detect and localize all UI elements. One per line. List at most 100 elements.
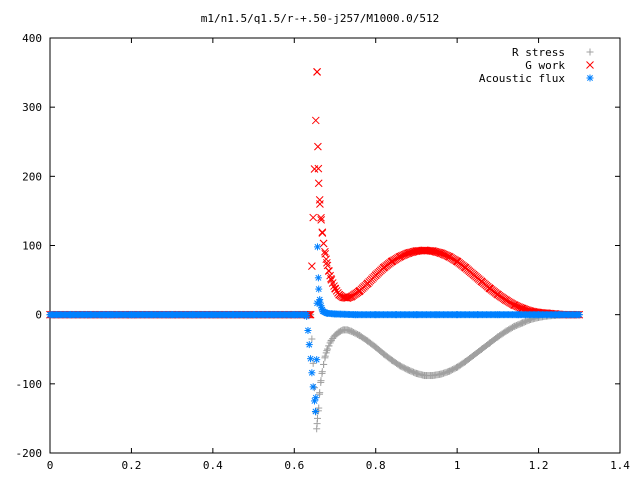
g-work-point [314,179,323,188]
r-stress-point [469,351,477,359]
acoustic-flux-point [107,311,115,319]
acoustic-flux-point [351,311,359,319]
g-work-point [314,142,322,151]
r-stress-point [421,372,429,380]
x-tick-label: 0.2 [121,459,141,472]
g-work-point [518,304,527,313]
g-work-point [323,258,331,267]
r-stress-point [396,362,404,370]
acoustic-flux-point [307,355,315,363]
g-work-point [388,257,396,266]
acoustic-flux-point [303,311,310,319]
g-work-point [363,279,372,288]
acoustic-flux-point [229,311,237,319]
acoustic-flux-point [412,311,420,319]
y-tick-label: -100 [16,378,43,391]
legend-label: R stress [512,46,565,59]
g-work-point [308,262,316,270]
g-work-point [345,293,354,302]
plot-frame [49,37,621,454]
r-stress-point [313,414,321,422]
acoustic-flux-point [309,383,317,391]
acoustic-flux-point [314,274,322,282]
chart-title: m1/n1.5/q1.5/r-+.50-j257/M1000.0/512 [201,12,439,25]
data-marks [46,68,584,433]
g-work-point [440,250,449,259]
g-work-point [321,247,329,256]
g-work-point [445,252,453,261]
acoustic-flux-point [270,311,278,319]
legend-label: G work [525,59,565,72]
acoustic-flux-point [304,327,312,335]
acoustic-flux-point [323,309,331,317]
r-stress-point [315,404,323,412]
g-work-point [502,296,510,304]
r-stress-point [313,425,321,433]
g-work-point [326,271,334,280]
g-work-point [485,284,494,293]
g-work-point [347,292,356,301]
x-tick-label: 0 [47,459,54,472]
g-work-point [469,270,478,279]
acoustic-flux-point [494,311,502,319]
g-work-point [428,247,437,255]
g-work-point [400,250,409,259]
r-stress-point [335,328,343,336]
g-work-point [396,252,404,261]
acoustic-flux-point [46,311,54,319]
y-tick-label: 100 [22,240,42,253]
r-stress-point [502,327,510,335]
x-tick-label: 1.2 [529,459,549,472]
r-stress-point [494,333,502,341]
r-stress-point [317,378,325,386]
r-stress-point [320,360,328,368]
axes: 0 0.2 0.4 0.6 0.8 1 1.2 1.4 -200 -100 0 100 200 300 40… [16,32,631,472]
legend-marker [586,61,594,69]
r-stress-point [478,345,486,353]
r-stress-point [324,345,332,353]
g-work-point [321,249,330,258]
g-work-point [314,164,323,173]
r-stress-point [355,331,363,339]
g-work-point [510,301,518,309]
g-work-point [438,249,447,258]
g-work-point [343,294,352,302]
acoustic-flux-point [290,311,298,319]
g-work-point [319,239,328,248]
g-work-point [325,267,333,275]
acoustic-flux-point [313,243,321,251]
g-work-point [327,274,335,283]
acoustic-flux-point [305,341,313,349]
r-stress-point [325,342,333,350]
acoustic-flux-point [312,394,320,402]
r-stress-point [412,369,420,377]
acoustic-flux-point [168,311,176,319]
x-tick-label: 0.8 [366,459,386,472]
r-stress-point [461,358,469,366]
g-work-point [317,216,326,224]
series-1 [46,68,584,319]
r-stress-point [486,339,494,347]
acoustic-flux-point [127,311,135,319]
g-work-point [404,249,413,257]
g-work-point [331,284,339,293]
g-work-point [453,257,461,266]
y-tick-label: 200 [22,170,42,183]
g-work-point [443,252,452,260]
acoustic-flux-point [315,285,323,293]
acoustic-flux-point [250,311,258,319]
r-stress-point [388,356,396,364]
legend-marker [586,48,594,56]
acoustic-flux-point [148,311,156,319]
acoustic-flux-point [308,369,316,377]
g-work-point [313,68,321,76]
acoustic-flux-point [433,311,441,319]
acoustic-flux-point [453,311,461,319]
g-work-point [318,228,327,237]
g-work-point [461,263,470,272]
x-tick-label: 1.4 [610,459,630,472]
acoustic-flux-point [331,310,339,318]
r-stress-point [318,369,326,377]
g-work-point [437,249,445,257]
